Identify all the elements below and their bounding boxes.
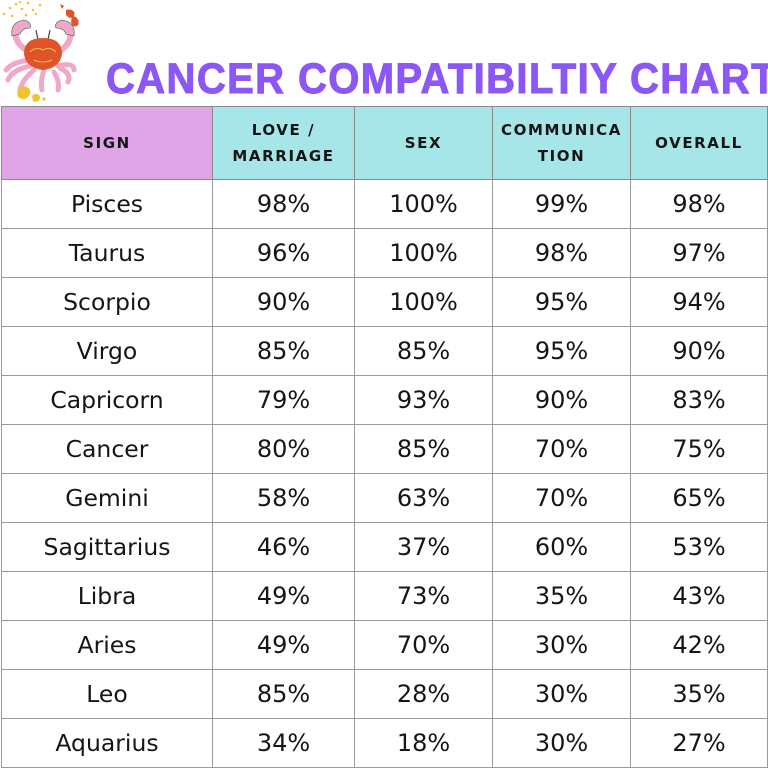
love-cell: 85% [212, 669, 355, 719]
column-header-label: LOVE / [251, 121, 316, 139]
table-row: Libra 49% 73% 35% 43% [1, 571, 768, 621]
overall-cell: 90% [630, 326, 768, 376]
communication-cell: 30% [492, 620, 631, 670]
overall-cell: 97% [630, 228, 768, 278]
table-row: Leo 85% 28% 30% 35% [1, 669, 768, 719]
sex-cell: 93% [354, 375, 493, 425]
communication-cell: 98% [492, 228, 631, 278]
love-cell: 80% [212, 424, 355, 474]
sign-cell: Aries [1, 620, 213, 670]
sex-cell: 85% [354, 326, 493, 376]
sign-cell: Leo [1, 669, 213, 719]
column-header-sign: SIGN [1, 106, 213, 180]
sign-cell: Gemini [1, 473, 213, 523]
love-cell: 58% [212, 473, 355, 523]
sign-cell: Cancer [1, 424, 213, 474]
sex-cell: 63% [354, 473, 493, 523]
column-header-label: SIGN [83, 134, 131, 152]
communication-cell: 30% [492, 718, 631, 768]
communication-cell: 60% [492, 522, 631, 572]
overall-cell: 98% [630, 179, 768, 229]
love-cell: 79% [212, 375, 355, 425]
table-row: Cancer 80% 85% 70% 75% [1, 424, 768, 474]
column-header-overall: OVERALL [630, 106, 768, 180]
overall-cell: 53% [630, 522, 768, 572]
sign-cell: Sagittarius [1, 522, 213, 572]
sign-cell: Pisces [1, 179, 213, 229]
sign-cell: Capricorn [1, 375, 213, 425]
sex-cell: 28% [354, 669, 493, 719]
sex-cell: 100% [354, 228, 493, 278]
table-header-row: SIGN LOVE / MARRIAGE SEX COMMUNICA TION OV… [1, 106, 768, 180]
overall-cell: 94% [630, 277, 768, 327]
communication-cell: 95% [492, 277, 631, 327]
table-row: Sagittarius 46% 37% 60% 53% [1, 522, 768, 572]
communication-cell: 35% [492, 571, 631, 621]
column-header-label: COMMUNICA [501, 121, 622, 139]
table-row: Taurus 96% 100% 98% 97% [1, 228, 768, 278]
table-row: Scorpio 90% 100% 95% 94% [1, 277, 768, 327]
sex-cell: 37% [354, 522, 493, 572]
love-cell: 85% [212, 326, 355, 376]
overall-cell: 75% [630, 424, 768, 474]
table-row: Aries 49% 70% 30% 42% [1, 620, 768, 670]
communication-cell: 90% [492, 375, 631, 425]
table-row: Pisces 98% 100% 99% 98% [1, 179, 768, 229]
table-row: Aquarius 34% 18% 30% 27% [1, 718, 768, 768]
love-cell: 96% [212, 228, 355, 278]
sex-cell: 100% [354, 179, 493, 229]
communication-cell: 99% [492, 179, 631, 229]
column-header-label: TION [537, 147, 586, 165]
sex-cell: 70% [354, 620, 493, 670]
overall-cell: 35% [630, 669, 768, 719]
column-header-label: SEX [404, 134, 443, 152]
overall-cell: 43% [630, 571, 768, 621]
table-row: Virgo 85% 85% 95% 90% [1, 326, 768, 376]
table-row: Capricorn 79% 93% 90% 83% [1, 375, 768, 425]
sex-cell: 100% [354, 277, 493, 327]
column-header-communication: COMMUNICA TION [492, 106, 631, 180]
communication-cell: 30% [492, 669, 631, 719]
page-title: CANCER COMPATIBILTIY CHART [106, 55, 768, 103]
love-cell: 49% [212, 620, 355, 670]
sign-cell: Libra [1, 571, 213, 621]
sex-cell: 85% [354, 424, 493, 474]
communication-cell: 95% [492, 326, 631, 376]
love-cell: 49% [212, 571, 355, 621]
sign-cell: Taurus [1, 228, 213, 278]
overall-cell: 83% [630, 375, 768, 425]
compatibility-table: SIGN LOVE / MARRIAGE SEX COMMUNICA TION OV… [1, 106, 768, 768]
communication-cell: 70% [492, 424, 631, 474]
column-header-love-marriage: LOVE / MARRIAGE [212, 106, 355, 180]
sign-cell: Scorpio [1, 277, 213, 327]
love-cell: 46% [212, 522, 355, 572]
love-cell: 90% [212, 277, 355, 327]
love-cell: 98% [212, 179, 355, 229]
communication-cell: 70% [492, 473, 631, 523]
love-cell: 34% [212, 718, 355, 768]
column-header-label: MARRIAGE [232, 147, 335, 165]
column-header-label: OVERALL [655, 134, 743, 152]
overall-cell: 27% [630, 718, 768, 768]
sign-cell: Aquarius [1, 718, 213, 768]
sign-cell: Virgo [1, 326, 213, 376]
table-row: Gemini 58% 63% 70% 65% [1, 473, 768, 523]
crab-icon [2, 0, 79, 102]
sex-cell: 73% [354, 571, 493, 621]
column-header-sex: SEX [354, 106, 493, 180]
overall-cell: 65% [630, 473, 768, 523]
overall-cell: 42% [630, 620, 768, 670]
sex-cell: 18% [354, 718, 493, 768]
